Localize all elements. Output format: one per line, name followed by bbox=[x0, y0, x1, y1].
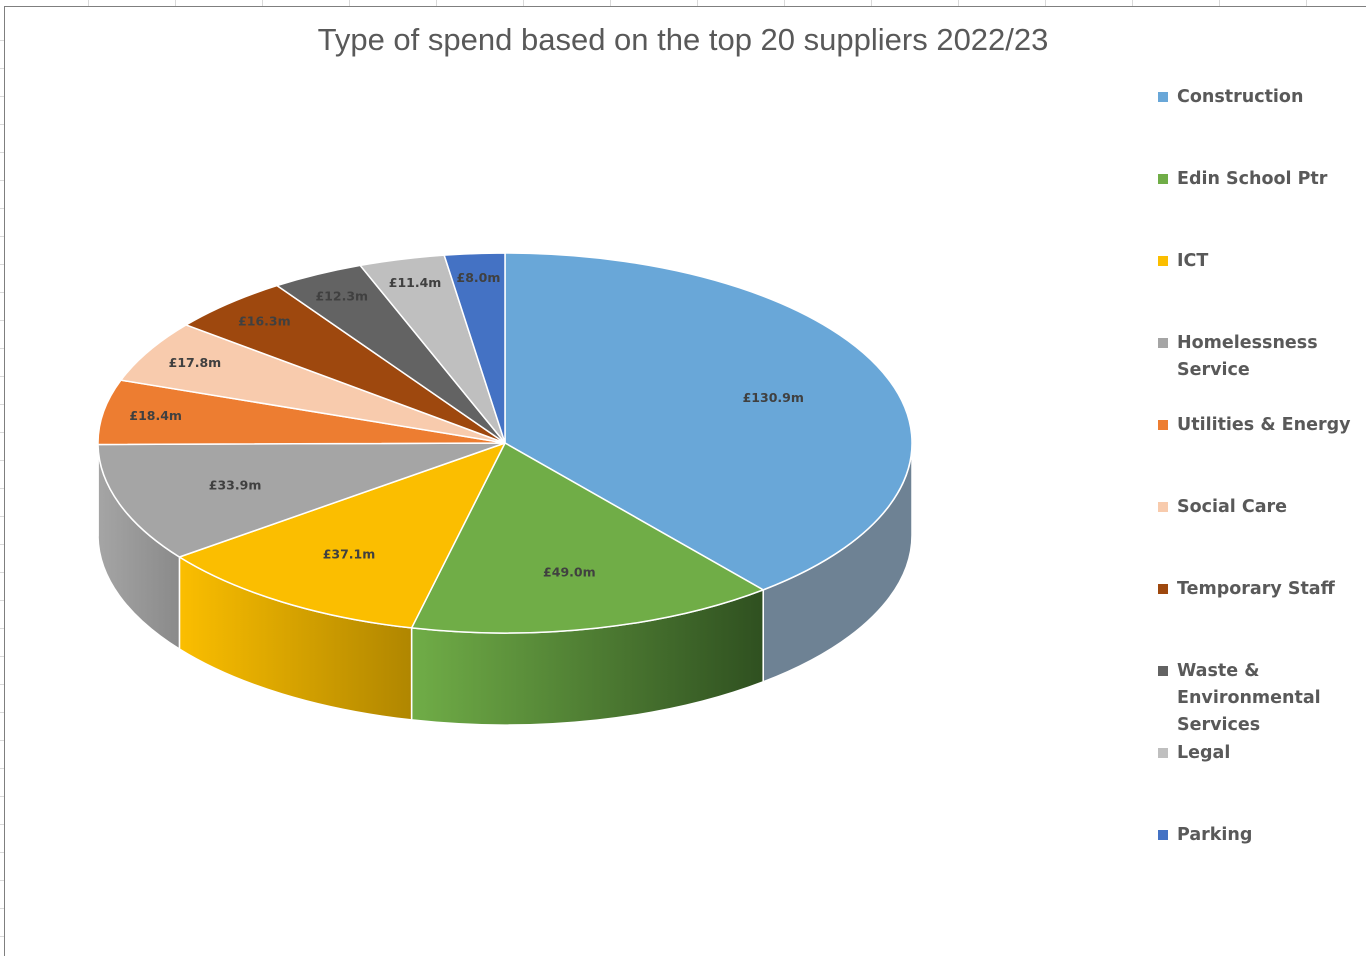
legend-label: Waste & Environmental Services bbox=[1177, 658, 1362, 739]
legend-swatch bbox=[1158, 338, 1168, 348]
data-label-temporary-staff: £16.3m bbox=[238, 314, 291, 329]
legend-label: Edin School Ptr bbox=[1177, 166, 1362, 193]
legend-swatch bbox=[1158, 92, 1168, 102]
legend-item-edin-school-ptr[interactable]: Edin School Ptr bbox=[1158, 166, 1362, 193]
legend-swatch bbox=[1158, 420, 1168, 430]
legend-item-construction[interactable]: Construction bbox=[1158, 84, 1362, 111]
legend-item-temporary-staff[interactable]: Temporary Staff bbox=[1158, 576, 1362, 603]
legend-label: Homelessness Service bbox=[1177, 330, 1362, 384]
legend-item-homelessness-service[interactable]: Homelessness Service bbox=[1158, 330, 1362, 384]
data-label-construction: £130.9m bbox=[743, 390, 804, 405]
data-label-social-care: £17.8m bbox=[169, 355, 222, 370]
data-label-ict: £37.1m bbox=[323, 546, 376, 561]
data-label-edin-school-ptr: £49.0m bbox=[543, 565, 596, 580]
data-label-legal: £11.4m bbox=[389, 275, 442, 290]
legend-swatch bbox=[1158, 584, 1168, 594]
data-label-utilities-energy: £18.4m bbox=[129, 408, 182, 423]
legend-label: Utilities & Energy bbox=[1177, 412, 1362, 439]
legend-label: Parking bbox=[1177, 822, 1362, 849]
legend-swatch bbox=[1158, 830, 1168, 840]
legend-swatch bbox=[1158, 256, 1168, 266]
legend-item-waste-environmental-services[interactable]: Waste & Environmental Services bbox=[1158, 658, 1362, 739]
legend-swatch bbox=[1158, 502, 1168, 512]
legend-swatch bbox=[1158, 174, 1168, 184]
legend-label: Construction bbox=[1177, 84, 1362, 111]
legend-label: Temporary Staff bbox=[1177, 576, 1362, 603]
legend-item-social-care[interactable]: Social Care bbox=[1158, 494, 1362, 521]
data-label-homelessness-service: £33.9m bbox=[209, 478, 262, 493]
legend-label: Social Care bbox=[1177, 494, 1362, 521]
data-label-parking: £8.0m bbox=[457, 270, 501, 285]
legend-item-ict[interactable]: ICT bbox=[1158, 248, 1362, 275]
legend-label: Legal bbox=[1177, 740, 1362, 767]
legend-swatch bbox=[1158, 748, 1168, 758]
legend-label: ICT bbox=[1177, 248, 1362, 275]
legend-item-utilities-energy[interactable]: Utilities & Energy bbox=[1158, 412, 1362, 439]
legend-swatch bbox=[1158, 666, 1168, 676]
data-label-waste-environmental-services: £12.3m bbox=[315, 288, 368, 303]
legend-item-legal[interactable]: Legal bbox=[1158, 740, 1362, 767]
legend-item-parking[interactable]: Parking bbox=[1158, 822, 1362, 849]
